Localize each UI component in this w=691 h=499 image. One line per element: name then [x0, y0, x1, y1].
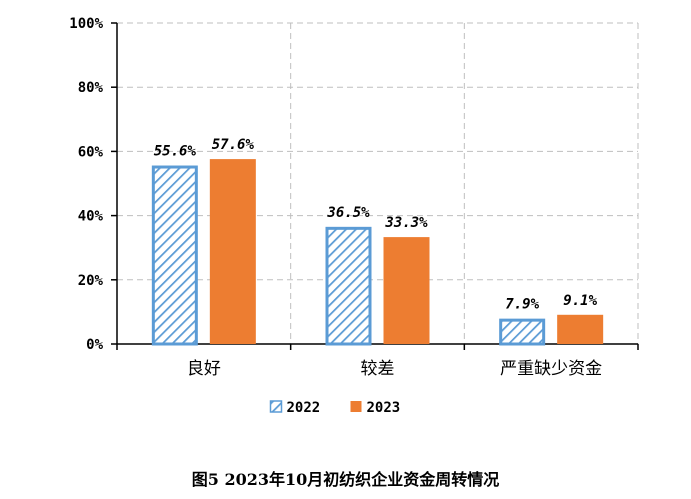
y-tick-label: 100%	[69, 16, 103, 32]
data-label: 55.6%	[154, 144, 197, 160]
data-labels: 55.6% 36.5% 7.9% 57.6% 33.3% 9.1%	[154, 137, 598, 313]
data-label: 33.3%	[384, 215, 428, 231]
bar-2022	[151, 165, 198, 346]
data-label: 7.9%	[505, 297, 539, 313]
bar-2023	[209, 159, 256, 344]
y-tick-label: 40%	[78, 209, 104, 225]
y-tick-label: 60%	[78, 144, 104, 160]
legend: 2022 2023	[269, 400, 401, 416]
bar-chart: 0% 20% 40% 60% 80% 100% 良好 较差 严重缺少资金 55.6% 36.5% 7…	[69, 16, 639, 416]
x-category-label: 较差	[361, 359, 395, 379]
y-tick-label: 20%	[78, 273, 104, 289]
x-category-label: 严重缺少资金	[500, 359, 602, 379]
legend-swatch-2022	[269, 400, 283, 413]
bars	[151, 159, 604, 346]
legend-label-2022: 2022	[287, 400, 321, 416]
data-label: 36.5%	[326, 205, 370, 221]
axes: 0% 20% 40% 60% 80% 100% 良好 较差 严重缺少资金	[69, 16, 639, 379]
y-tick-label: 80%	[78, 80, 104, 96]
figure-caption: 图5 2023年10月初纺织企业资金周转情况	[191, 470, 500, 489]
bar-2022	[499, 318, 546, 346]
bar-2023	[557, 314, 604, 344]
y-tick-label: 0%	[86, 337, 103, 353]
data-label: 9.1%	[563, 293, 597, 309]
legend-label-2023: 2023	[367, 400, 401, 416]
x-category-label: 良好	[187, 359, 221, 379]
bar-2022	[325, 226, 372, 346]
data-label: 57.6%	[212, 137, 255, 153]
legend-swatch-2023	[350, 401, 362, 412]
bar-2023	[383, 237, 430, 344]
gridlines	[117, 22, 639, 344]
